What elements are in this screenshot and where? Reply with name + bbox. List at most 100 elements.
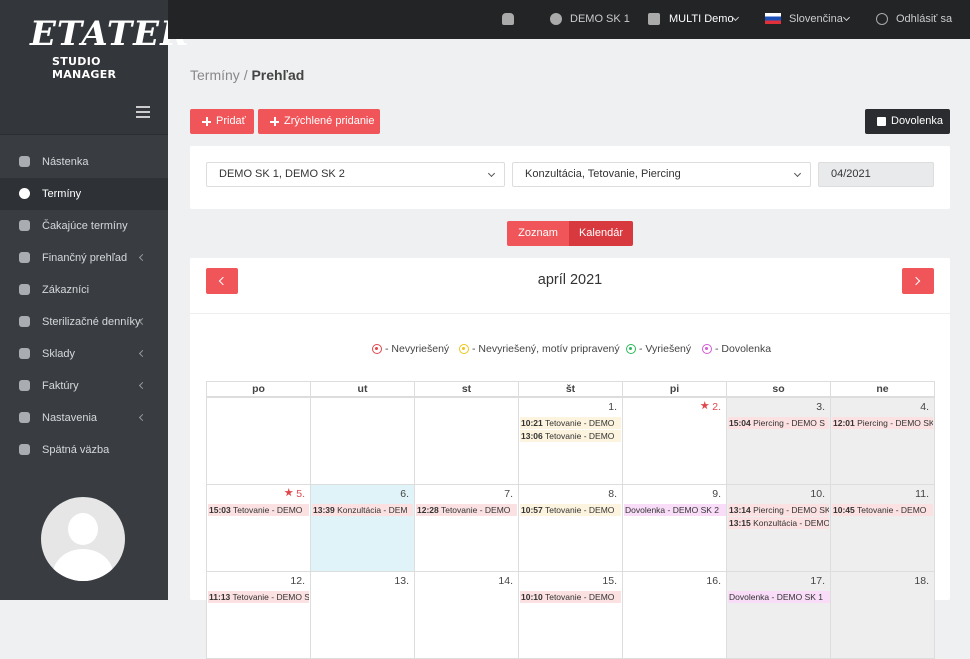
logout[interactable]: Odhlásiť sa	[896, 13, 953, 25]
event[interactable]: 15:03 Tetovanie - DEMO	[208, 504, 309, 516]
vacation-button[interactable]: Dovolenka	[865, 109, 950, 134]
avatar[interactable]	[41, 497, 125, 581]
menu-item[interactable]: Spätná väzba	[0, 434, 168, 466]
day-cell[interactable]: 9.	[622, 484, 727, 572]
menu-item[interactable]: Sterilizačné denníky	[0, 306, 168, 338]
event-text: Tetovanie - DEMO	[544, 431, 615, 441]
menu-item[interactable]: Zákazníci	[0, 274, 168, 306]
menu-item[interactable]: Nástenka	[0, 146, 168, 178]
day-label: 4.	[920, 401, 929, 413]
app: ETATER STUDIO MANAGER Nástenka Termíny Čak…	[0, 0, 970, 600]
event[interactable]: 13:06 Tetovanie - DEMO	[520, 430, 621, 442]
day-cell[interactable]: 7.	[414, 484, 519, 572]
event[interactable]: 10:57 Tetovanie - DEMO	[520, 504, 621, 516]
divider	[190, 313, 950, 314]
event-text: Dovolenka - DEMO SK 2	[625, 505, 720, 515]
studio-select[interactable]: MULTI Demo	[669, 13, 734, 25]
legend-item: - Nevyriešený	[372, 343, 449, 355]
flag	[765, 13, 781, 24]
logo-subtitle: STUDIO MANAGER	[52, 55, 117, 81]
day-cell[interactable]: 15.	[518, 571, 623, 659]
event-time: 13:39	[313, 505, 335, 515]
day-cell[interactable]: 5.	[206, 484, 311, 572]
event-text: Dovolenka - DEMO SK 1	[729, 592, 824, 602]
day-cell[interactable]: 11.	[830, 484, 935, 572]
event[interactable]: 13:14 Piercing - DEMO SK	[728, 504, 829, 516]
day-cell[interactable]: 4.	[830, 397, 935, 485]
day-cell[interactable]: 13.	[310, 571, 415, 659]
menu-item[interactable]: Nastavenia	[0, 402, 168, 434]
menu-icon	[19, 412, 30, 423]
bell-icon[interactable]	[502, 13, 514, 25]
calendar-view-button[interactable]: Kalendár	[569, 221, 633, 246]
list-view-button[interactable]: Zoznam	[507, 221, 569, 246]
anchor-icon	[648, 13, 660, 25]
legend-dot	[459, 344, 469, 354]
event-time: 13:15	[729, 518, 751, 528]
menu-toggle[interactable]	[136, 106, 150, 108]
day-cell[interactable]: 18.	[830, 571, 935, 659]
logo-area: ETATER STUDIO MANAGER	[0, 0, 188, 135]
day-cell[interactable]: 6.	[310, 484, 415, 572]
calendar-title: apríl 2021	[537, 272, 603, 288]
event[interactable]: 12:01 Piercing - DEMO SK	[832, 417, 933, 429]
event[interactable]: 10:45 Tetovanie - DEMO	[832, 504, 933, 516]
event[interactable]: 13:39 Konzultácia - DEM	[312, 504, 413, 516]
menu-item[interactable]: Čakajúce termíny	[0, 210, 168, 242]
quick-add-button[interactable]: Zrýchlené pridanie	[258, 109, 380, 134]
day-cell[interactable]: 3.	[726, 397, 831, 485]
day-label: 11.	[915, 488, 929, 500]
menu-icon	[19, 380, 30, 391]
language-select[interactable]: Slovenčina	[789, 13, 843, 25]
day-label: 10.	[810, 488, 825, 500]
menu-label: Zákazníci	[42, 284, 90, 296]
day-cell[interactable]: 14.	[414, 571, 519, 659]
event-time: 11:13	[209, 592, 231, 602]
day-cell[interactable]: 12.	[206, 571, 311, 659]
breadcrumb-current: Prehľad	[251, 67, 305, 83]
event-time: 10:45	[833, 505, 855, 515]
day-cell[interactable]: 17.	[726, 571, 831, 659]
legend-dot	[702, 344, 712, 354]
prev-month-button[interactable]	[206, 268, 238, 294]
menu-item[interactable]: Sklady	[0, 338, 168, 370]
chevron	[842, 13, 851, 22]
breadcrumb-parent[interactable]: Termíny	[190, 67, 240, 83]
event-text: Tetovanie - DEMO S	[232, 592, 310, 602]
event[interactable]: 10:21 Tetovanie - DEMO	[520, 417, 621, 429]
event[interactable]: 11:13 Tetovanie - DEMO S	[208, 591, 309, 603]
menu-label: Nástenka	[42, 156, 89, 168]
button-label: Pridať	[216, 115, 246, 127]
day-cell[interactable]: 8.	[518, 484, 623, 572]
menu-item[interactable]: Faktúry	[0, 370, 168, 402]
day-cell[interactable]: 2.	[622, 397, 727, 485]
day-number: 13.	[394, 575, 409, 587]
menu-icon	[19, 188, 30, 199]
event-text: Tetovanie - DEMO	[856, 505, 927, 515]
event[interactable]: 15:04 Piercing - DEMO S	[728, 417, 829, 429]
menu-label: Spätná väzba	[42, 444, 110, 456]
day-label: 3.	[816, 401, 825, 413]
menu-icon	[19, 444, 30, 455]
day-number: 17.	[810, 575, 825, 587]
filter-value: DEMO SK 1, DEMO SK 2	[219, 168, 345, 180]
event-text: Piercing - DEMO S	[753, 418, 825, 428]
studio-filter[interactable]: DEMO SK 1, DEMO SK 2	[206, 162, 505, 187]
menu-item[interactable]: Finančný prehľad	[0, 242, 168, 274]
event[interactable]: 13:15 Konzultácia - DEMO	[728, 517, 829, 529]
month-filter[interactable]: 04/2021	[818, 162, 934, 187]
logo-title[interactable]: ETATER	[30, 14, 190, 54]
event[interactable]: 12:28 Tetovanie - DEMO	[416, 504, 517, 516]
event[interactable]: 10:10 Tetovanie - DEMO	[520, 591, 621, 603]
service-filter[interactable]: Konzultácia, Tetovanie, Piercing	[512, 162, 811, 187]
menu-label: Termíny	[42, 188, 82, 200]
legend-dot	[372, 344, 382, 354]
add-button[interactable]: Pridať	[190, 109, 254, 134]
user-name[interactable]: DEMO SK 1	[570, 13, 630, 25]
legend-label: - Nevyriešený	[385, 343, 450, 355]
menu-item[interactable]: Termíny	[0, 178, 168, 210]
day-cell[interactable]: 16.	[622, 571, 727, 659]
event-text: Tetovanie - DEMO	[544, 592, 615, 602]
submenu-chevron	[138, 253, 147, 262]
next-month-button[interactable]	[902, 268, 934, 294]
